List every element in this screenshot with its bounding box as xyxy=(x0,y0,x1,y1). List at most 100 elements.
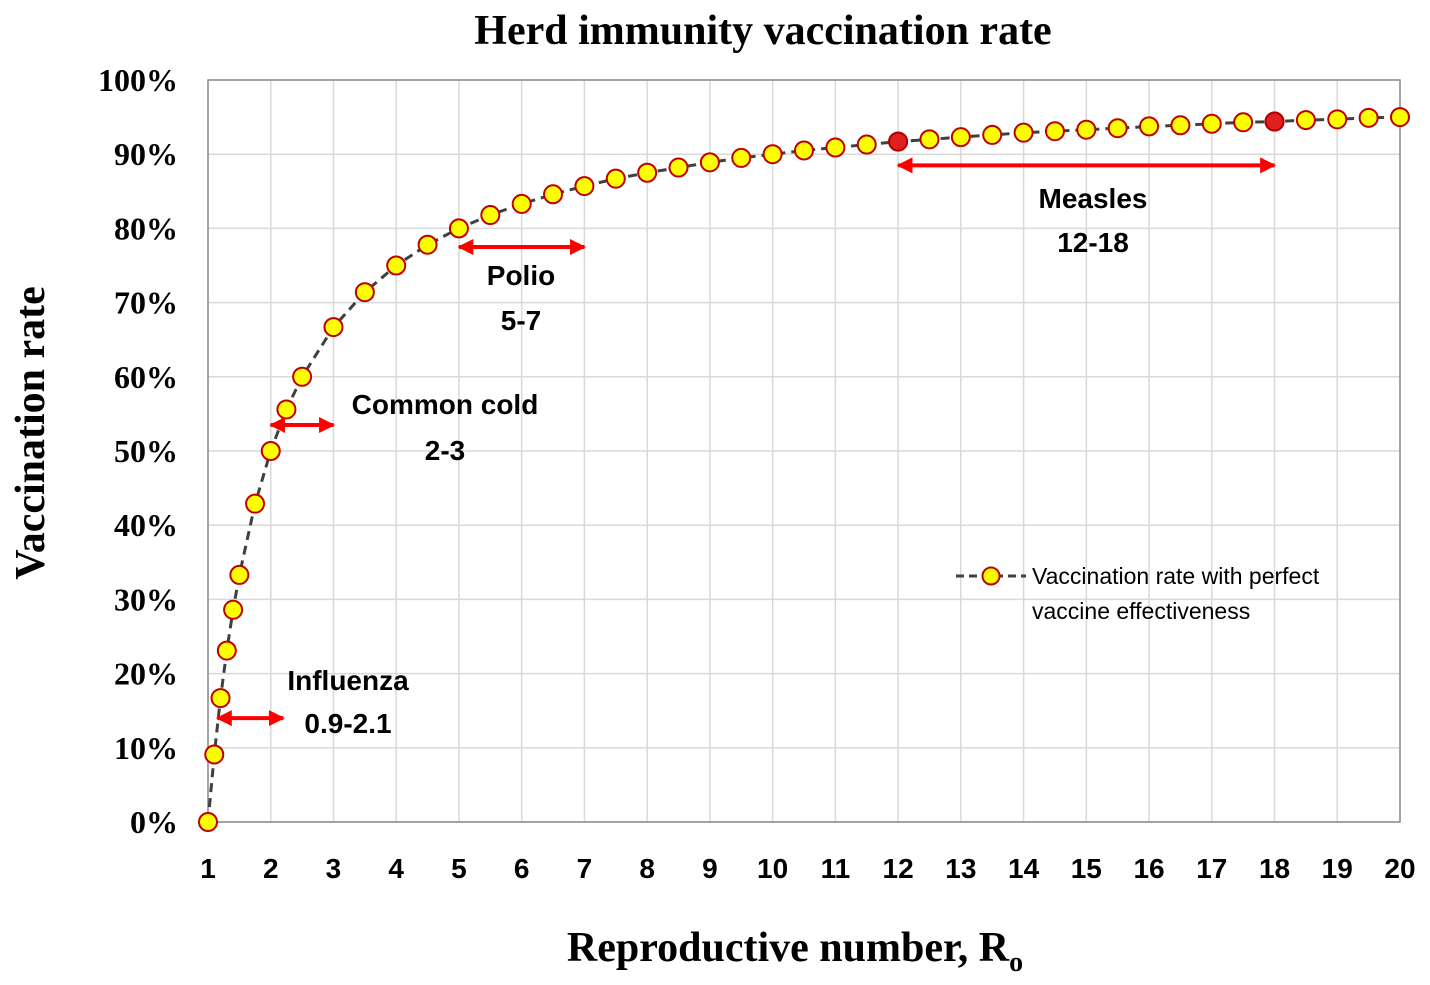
x-tick-label: 2 xyxy=(263,853,279,884)
x-axis-tick-labels: 1 2 3 4 5 6 7 8 9 10 11 12 13 14 15 16 17 18 19 20 xyxy=(200,853,1415,884)
data-point xyxy=(1107,118,1128,139)
data-point xyxy=(1076,119,1097,140)
x-tick-label: 20 xyxy=(1384,853,1415,884)
data-point xyxy=(1327,109,1348,130)
data-point xyxy=(480,205,501,226)
x-tick-label: 12 xyxy=(883,853,914,884)
annotations: Influenza 0.9-2.1 Common cold 2-3 Polio … xyxy=(215,157,1277,739)
x-tick-label: 13 xyxy=(945,853,976,884)
data-point xyxy=(605,168,626,189)
data-point xyxy=(198,812,218,832)
data-point xyxy=(245,493,266,514)
y-tick-label: 100% xyxy=(98,62,178,98)
x-tick-label: 3 xyxy=(326,853,342,884)
data-point xyxy=(323,317,344,338)
y-axis-label: Vaccination rate xyxy=(8,286,54,580)
x-tick-label: 9 xyxy=(702,853,718,884)
y-tick-label: 30% xyxy=(114,581,178,617)
y-tick-label: 60% xyxy=(114,359,178,395)
y-tick-label: 90% xyxy=(114,136,178,172)
data-point xyxy=(229,564,250,585)
data-point xyxy=(260,441,281,461)
influenza-range-label: 0.9-2.1 xyxy=(304,708,391,739)
x-tick-label: 19 xyxy=(1322,853,1353,884)
common-cold-label: Common cold xyxy=(352,389,539,420)
polio-label: Polio xyxy=(487,260,555,291)
x-tick-label: 15 xyxy=(1071,853,1102,884)
plot-area-frame xyxy=(207,79,1401,823)
data-point xyxy=(216,640,237,661)
y-tick-label: 70% xyxy=(114,285,178,321)
data-point xyxy=(794,140,814,161)
data-point xyxy=(950,127,971,148)
series-markers xyxy=(198,107,1410,832)
y-tick-label: 10% xyxy=(114,730,178,766)
data-point xyxy=(856,134,877,155)
x-tick-label: 6 xyxy=(514,853,530,884)
data-point xyxy=(354,282,375,303)
legend-label-line-2: vaccine effectiveness xyxy=(1032,598,1250,624)
data-point xyxy=(762,144,783,165)
legend: Vaccination rate with perfect vaccine ef… xyxy=(956,563,1326,624)
data-point xyxy=(386,255,407,276)
x-tick-label: 18 xyxy=(1259,853,1290,884)
highlighted-data-point xyxy=(1264,111,1285,132)
y-tick-label: 80% xyxy=(114,210,178,246)
x-tick-label: 5 xyxy=(451,853,467,884)
data-point xyxy=(204,744,225,765)
data-point xyxy=(276,399,297,420)
data-point xyxy=(637,162,658,183)
x-tick-label: 8 xyxy=(639,853,655,884)
data-point xyxy=(1044,121,1065,142)
data-point xyxy=(1013,122,1034,143)
y-tick-label: 0% xyxy=(130,804,178,840)
x-tick-label: 17 xyxy=(1196,853,1227,884)
data-point xyxy=(919,129,940,150)
annotation-measles: Measles 12-18 xyxy=(896,157,1277,258)
x-tick-label: 14 xyxy=(1008,853,1040,884)
data-point xyxy=(825,137,846,158)
data-point xyxy=(543,184,564,205)
data-point xyxy=(210,688,231,709)
data-point xyxy=(223,599,244,620)
data-point xyxy=(982,124,1003,145)
x-tick-label: 1 xyxy=(200,853,216,884)
data-point xyxy=(417,234,438,255)
x-tick-label: 4 xyxy=(388,853,404,884)
x-axis-label-main: Reproductive number, R xyxy=(567,925,1010,971)
x-axis-label-subscript: o xyxy=(1009,947,1023,978)
measles-range-label: 12-18 xyxy=(1057,227,1129,258)
data-point xyxy=(1390,107,1410,128)
highlighted-data-point xyxy=(888,131,909,152)
data-point xyxy=(292,366,313,387)
x-tick-label: 16 xyxy=(1133,853,1164,884)
legend-marker-sample xyxy=(981,566,1001,586)
y-tick-label: 40% xyxy=(114,507,178,543)
annotation-influenza: Influenza 0.9-2.1 xyxy=(215,665,409,739)
influenza-label: Influenza xyxy=(287,665,409,696)
annotation-common-cold: Common cold 2-3 xyxy=(269,389,539,466)
y-tick-label: 20% xyxy=(114,656,178,692)
data-point xyxy=(448,218,469,239)
legend-label-line-1: Vaccination rate with perfect xyxy=(1032,563,1320,589)
polio-range-label: 5-7 xyxy=(501,305,541,336)
x-tick-label: 7 xyxy=(577,853,593,884)
data-point xyxy=(699,152,720,173)
chart-title: Herd immunity vaccination rate xyxy=(474,8,1051,54)
common-cold-range-label: 2-3 xyxy=(425,435,465,466)
data-point xyxy=(511,193,532,214)
legend-label: Vaccination rate with perfect vaccine ef… xyxy=(1032,563,1326,624)
data-point xyxy=(731,147,752,168)
x-axis-label: Reproductive number, Ro xyxy=(567,925,1023,978)
data-point xyxy=(668,157,689,178)
measles-label: Measles xyxy=(1039,183,1148,214)
y-axis-tick-labels: 0% 10% 20% 30% 40% 50% 60% 70% 80% 90% 100% xyxy=(98,62,178,840)
annotation-polio: Polio 5-7 xyxy=(457,238,587,336)
y-tick-label: 50% xyxy=(114,433,178,469)
data-point xyxy=(1295,110,1316,131)
x-tick-label: 10 xyxy=(757,853,788,884)
data-point xyxy=(1358,107,1379,128)
x-tick-label: 11 xyxy=(821,853,851,884)
data-point xyxy=(1201,113,1222,134)
